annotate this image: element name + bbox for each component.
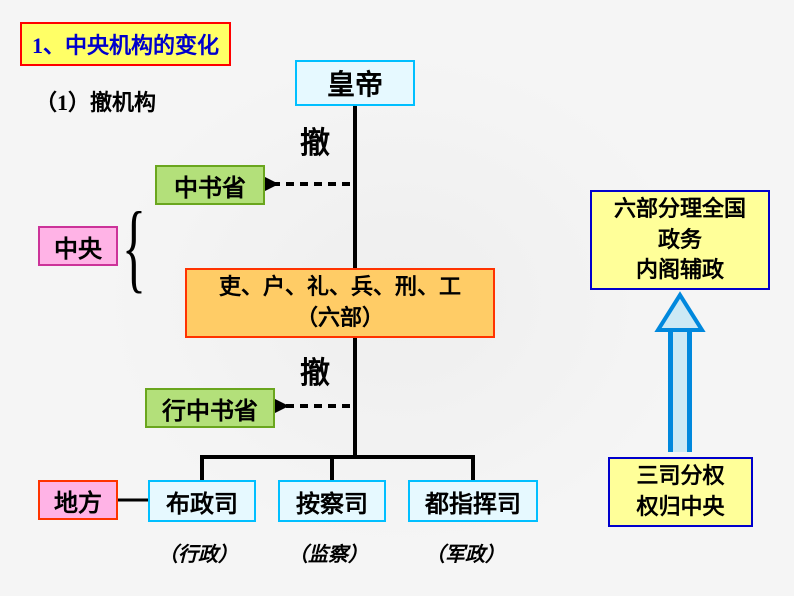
node-emperor: 皇帝 xyxy=(295,60,415,106)
note-top: 六部分理全国 政务 内阁辅政 xyxy=(590,190,770,290)
label-che-2: 撤 xyxy=(300,348,330,392)
annotation-jiancha: （监察） xyxy=(288,538,368,567)
annotation-xingzheng: （行政） xyxy=(158,538,238,567)
note-bottom: 三司分权 权归中央 xyxy=(608,457,753,527)
label-che-1: 撤 xyxy=(300,118,330,162)
node-duzhi: 都指挥司 xyxy=(408,480,538,522)
node-buzheng: 布政司 xyxy=(148,480,256,522)
node-xingzhongshu: 行中书省 xyxy=(145,388,275,428)
node-local: 地方 xyxy=(38,480,118,520)
node-six-departments: 吏、户、礼、兵、刑、工 （六部） xyxy=(185,268,495,338)
node-central: 中央 xyxy=(38,226,118,266)
node-ancha: 按察司 xyxy=(278,480,386,522)
section-title: 1、中央机构的变化 xyxy=(20,22,231,66)
brace-central: { xyxy=(122,172,146,322)
node-zhongshu: 中书省 xyxy=(155,165,265,205)
subsection-label: （1）撤机构 xyxy=(35,85,156,117)
annotation-junzheng: （军政） xyxy=(425,538,505,567)
